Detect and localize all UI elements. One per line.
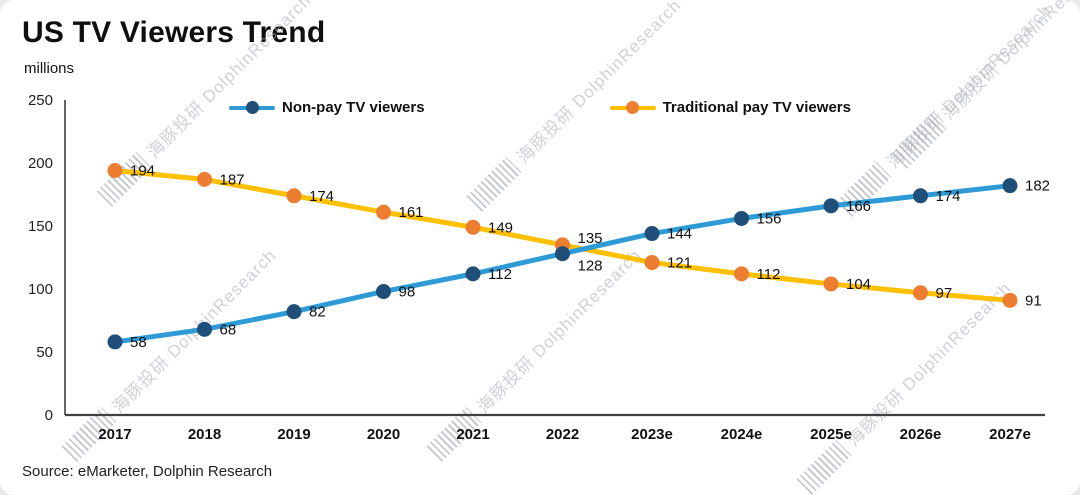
svg-text:187: 187 [220,171,245,188]
svg-text:2022: 2022 [546,426,579,443]
svg-text:144: 144 [667,226,692,243]
svg-text:161: 161 [399,204,424,221]
svg-text:250: 250 [28,92,53,109]
svg-text:100: 100 [28,281,53,298]
svg-text:182: 182 [1025,178,1050,195]
svg-text:2019: 2019 [277,426,310,443]
svg-text:112: 112 [488,266,512,283]
svg-text:2020: 2020 [367,426,400,443]
svg-text:194: 194 [130,163,155,180]
svg-text:135: 135 [578,230,603,247]
svg-text:97: 97 [936,285,953,302]
chart-svg: 0 50 100 150 200 250 2017 2018 2019 2020 2021 2022 2… [28,92,1050,443]
svg-text:98: 98 [399,284,416,301]
legend-marker-nonpay-icon [229,100,276,116]
svg-text:112: 112 [757,266,781,283]
svg-text:68: 68 [220,321,237,338]
svg-text:149: 149 [488,219,513,236]
svg-text:2017: 2017 [98,426,131,443]
svg-text:2021: 2021 [456,426,489,443]
svg-text:174: 174 [309,188,334,205]
svg-text:2018: 2018 [188,426,221,443]
legend-marker-pay-icon [609,100,656,116]
svg-text:2027e: 2027e [989,426,1031,443]
svg-text:128: 128 [578,258,603,275]
axis-units-label: millions [24,60,75,77]
svg-text:2025e: 2025e [810,426,852,443]
svg-text:2023e: 2023e [631,426,673,443]
source-note: Source: eMarketer, Dolphin Research [22,463,273,480]
legend-item-pay-tv: Traditional pay TV viewers [609,99,851,116]
svg-text:2026e: 2026e [900,426,942,443]
svg-text:200: 200 [28,155,53,172]
legend: Non-pay TV viewers Traditional pay TV vi… [0,99,1080,116]
svg-text:50: 50 [36,344,53,361]
legend-label-pay-tv: Traditional pay TV viewers [662,99,851,116]
svg-text:82: 82 [309,304,326,321]
svg-text:156: 156 [757,210,782,227]
svg-text:174: 174 [936,188,961,205]
legend-dot [245,101,259,114]
page-title: US TV Viewers Trend [22,16,326,49]
legend-dot [626,101,640,114]
svg-text:166: 166 [846,198,871,215]
legend-item-nonpay-tv: Non-pay TV viewers [229,99,425,116]
svg-text:150: 150 [28,218,53,235]
legend-label-nonpay-tv: Non-pay TV viewers [282,99,425,116]
svg-text:121: 121 [667,255,692,272]
svg-text:58: 58 [130,334,147,351]
svg-text:2024e: 2024e [721,426,763,443]
svg-text:91: 91 [1025,292,1042,309]
svg-text:104: 104 [846,276,871,293]
svg-text:0: 0 [45,407,53,424]
